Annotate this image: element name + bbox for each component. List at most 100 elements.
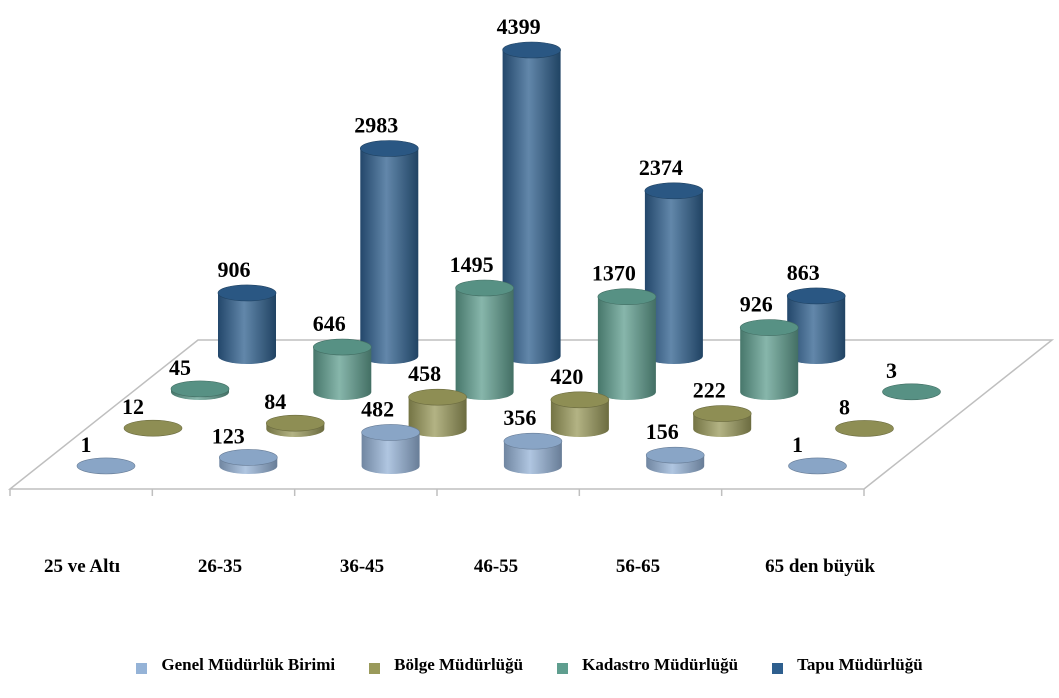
data-label: 156	[646, 419, 679, 444]
chart-category-labels: 25 ve Altı 26-35 36-45 46-55 56-65 65 den büy…	[44, 556, 875, 577]
bar	[502, 41, 561, 364]
bar-body	[597, 296, 656, 400]
bar-top	[644, 182, 704, 200]
legend-swatch	[136, 662, 148, 674]
bar	[786, 287, 846, 364]
data-label: 1	[81, 432, 92, 457]
bar-body	[361, 432, 420, 474]
bar-top	[408, 388, 467, 406]
bar-body	[787, 295, 846, 364]
bar-top	[692, 405, 752, 422]
bar-body	[740, 327, 799, 400]
bar-top	[76, 457, 136, 475]
bar-top	[597, 288, 657, 306]
data-label: 3	[886, 358, 897, 383]
legend-item: Bölge Müdürlüğü	[369, 655, 523, 675]
bar	[455, 279, 514, 400]
bar	[739, 319, 799, 400]
legend-label: Genel Müdürlük Birimi	[161, 655, 336, 674]
bar-top	[739, 319, 799, 336]
legend-item: Genel Müdürlük Birimi	[136, 655, 335, 675]
bar	[550, 391, 610, 437]
bar-top	[645, 446, 705, 464]
bar-body	[455, 288, 514, 400]
bar-body	[218, 292, 276, 364]
data-label: 1	[792, 432, 803, 457]
bar	[265, 414, 325, 437]
chart-legend: Genel Müdürlük Birimi Bölge Müdürlüğü Ka…	[0, 655, 1059, 675]
data-label: 420	[550, 364, 583, 389]
bar	[408, 388, 467, 437]
bar	[788, 457, 847, 475]
data-label: 926	[740, 292, 773, 317]
legend-item: Tapu Müdürlüğü	[772, 655, 923, 675]
bar-top	[361, 424, 420, 441]
data-label: 646	[313, 311, 346, 336]
bar	[644, 182, 704, 364]
x-tick-label: 46-55	[474, 556, 518, 577]
legend-label: Tapu Müdürlüğü	[797, 655, 923, 674]
x-tick-label: 26-35	[198, 556, 242, 577]
bar-body	[503, 441, 562, 474]
data-label: 863	[787, 260, 820, 285]
data-label: 123	[212, 423, 245, 448]
bar	[692, 405, 752, 437]
bar	[882, 383, 941, 401]
data-label: 222	[693, 378, 726, 403]
bar-body	[408, 397, 467, 437]
bar-body	[550, 399, 609, 437]
legend-label: Bölge Müdürlüğü	[394, 655, 524, 674]
data-label: 1370	[592, 261, 636, 286]
data-label: 84	[264, 389, 286, 414]
data-label: 4399	[497, 14, 541, 39]
legend-item: Kadastro Müdürlüğü	[557, 655, 738, 675]
bar-body	[313, 347, 372, 400]
bar	[503, 432, 563, 474]
bar-top	[502, 41, 561, 59]
bar	[123, 419, 183, 437]
chart-data-labels: 906 2983 4399 2374 863 45 646 1495 1370 926 3 12 84 4…	[81, 14, 898, 457]
data-label: 482	[361, 396, 394, 421]
bar-top	[265, 414, 325, 432]
bar-top	[219, 449, 278, 466]
bar	[170, 380, 230, 400]
bar	[312, 338, 372, 400]
data-label: 45	[169, 355, 191, 380]
x-tick-label: 25 ve Altı	[44, 556, 120, 577]
bar-top	[503, 432, 563, 450]
bar	[835, 420, 894, 437]
bar	[217, 284, 277, 364]
bar-body	[360, 148, 419, 364]
legend-swatch	[557, 662, 569, 674]
x-tick-label: 36-45	[340, 556, 384, 577]
bar-top	[550, 391, 610, 409]
data-label: 356	[503, 405, 536, 430]
bar-body	[502, 50, 561, 364]
bar-top	[170, 380, 230, 398]
bar-top	[359, 140, 419, 157]
bar-top	[123, 419, 183, 437]
bar-top	[455, 279, 514, 297]
x-tick-label: 56-65	[616, 556, 660, 577]
data-label: 1495	[450, 252, 494, 277]
bar	[219, 449, 278, 474]
bar-top	[786, 287, 846, 305]
data-label: 8	[839, 394, 850, 419]
bar	[361, 424, 420, 474]
bar	[76, 457, 136, 475]
x-tick-label: 65 den büyük	[765, 556, 875, 577]
bar-top	[788, 457, 847, 475]
bar	[597, 288, 657, 400]
bar-top	[312, 338, 372, 356]
bar	[645, 446, 705, 474]
bar-top	[217, 284, 277, 302]
bar	[359, 140, 419, 364]
legend-swatch	[369, 662, 381, 674]
bar-top	[835, 420, 894, 437]
bar-top	[882, 383, 941, 401]
data-label: 906	[218, 257, 251, 282]
legend-label: Kadastro Müdürlüğü	[582, 655, 739, 674]
chart-bars	[76, 41, 941, 475]
